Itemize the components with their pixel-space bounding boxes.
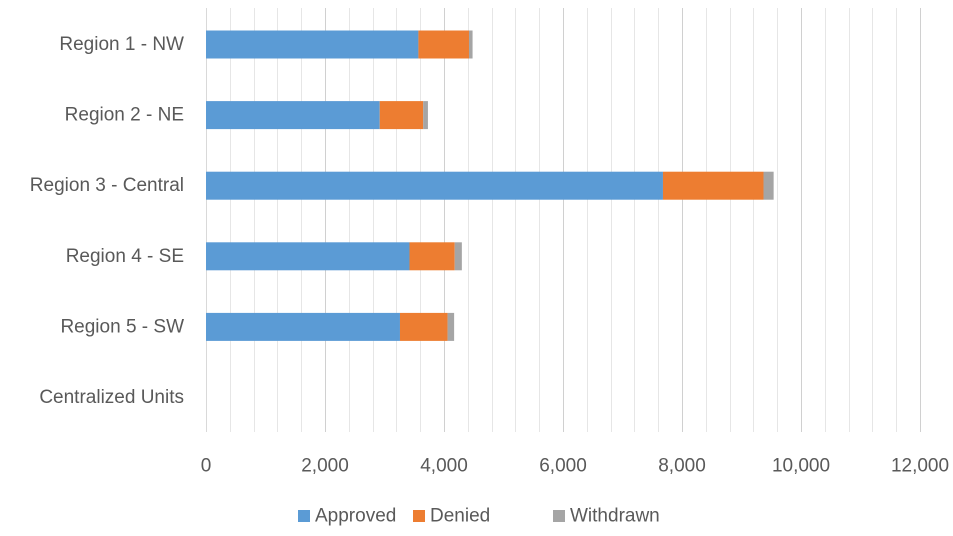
legend-label-denied: Denied [430,506,490,527]
bar-denied-4 [409,242,455,271]
x-tick-label: 4,000 [420,456,468,477]
bar-denied-3 [662,171,764,200]
bar-denied-2 [379,101,424,130]
x-tick-label: 2,000 [301,456,349,477]
legend-swatch-approved [298,510,310,522]
bar-approved-3 [206,171,663,200]
x-tick-label: 8,000 [658,456,706,477]
legend-label-approved: Approved [315,506,396,527]
bar-withdrawn-4 [454,242,462,271]
legend: Approved Denied Withdrawn [298,506,660,527]
x-tick-label: 10,000 [772,456,830,477]
category-label: Region 3 - Central [30,175,184,196]
category-label: Region 5 - SW [60,316,184,337]
category-label: Region 1 - NW [59,34,184,55]
category-labels: Region 1 - NW Region 2 - NE Region 3 - Cen… [30,34,184,408]
x-axis-tick-labels: 0 2,000 4,000 6,000 8,000 10,000 12,000 [201,456,949,477]
bar-denied-1 [418,30,469,59]
x-tick-label: 6,000 [539,456,587,477]
x-tick-label: 0 [201,456,212,477]
bar-withdrawn-5 [447,312,455,341]
legend-label-withdrawn: Withdrawn [570,506,660,527]
bars [206,30,774,341]
category-label: Region 4 - SE [66,246,184,267]
bar-withdrawn-2 [423,101,428,130]
gridlines [206,8,921,432]
bar-denied-5 [399,312,448,341]
bar-approved-1 [206,30,419,59]
legend-swatch-denied [413,510,425,522]
bar-approved-5 [206,312,400,341]
bar-approved-4 [206,242,410,271]
legend-swatch-withdrawn [553,510,565,522]
bar-withdrawn-3 [763,171,774,200]
x-tick-label: 12,000 [891,456,949,477]
category-label: Region 2 - NE [65,105,184,126]
category-label: Centralized Units [39,387,184,408]
bar-approved-2 [206,101,380,130]
bar-withdrawn-1 [468,30,473,59]
